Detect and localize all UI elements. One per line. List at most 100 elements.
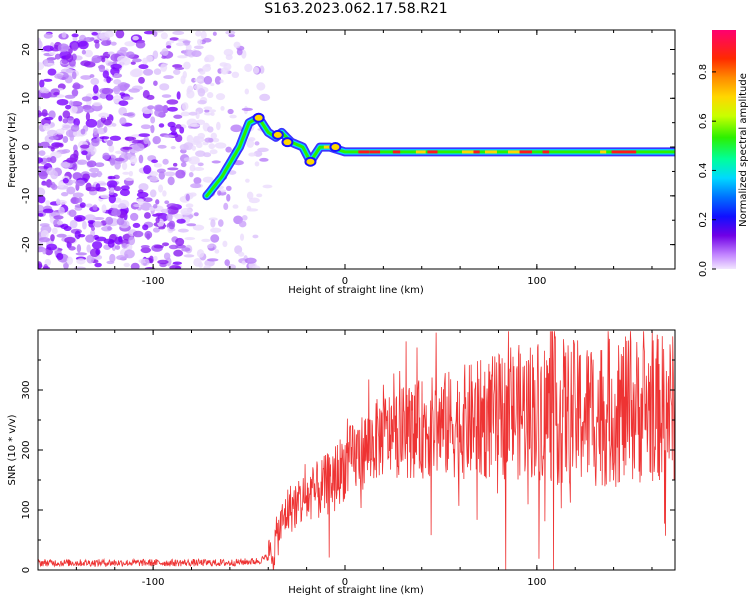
heatmap-noise-cell <box>60 161 71 168</box>
heatmap-noise-cell <box>71 89 79 97</box>
heatmap-noise-cell <box>99 31 110 41</box>
heatmap-noise-cell <box>254 141 260 146</box>
heatmap-noise-cell <box>38 170 48 180</box>
heatmap-noise-cell <box>162 158 169 165</box>
top-y-tick-label: -20 <box>21 236 32 252</box>
heatmap-noise-cell <box>125 51 135 59</box>
heatmap-noise-cell <box>187 85 194 93</box>
heatmap-noise-cell <box>132 58 142 63</box>
heatmap-noise-cell <box>117 82 130 91</box>
heatmap-noise-cell <box>230 124 243 133</box>
heatmap-noise-cell <box>153 163 162 168</box>
heatmap-noise-cell <box>202 176 214 183</box>
heatmap-noise-cell <box>108 194 117 204</box>
heatmap-noise-cell <box>208 109 217 113</box>
heatmap-noise-cell <box>154 30 164 33</box>
heatmap-noise-cell <box>43 59 49 67</box>
heatmap-noise-cell <box>56 252 64 261</box>
heatmap-noise-cell <box>75 179 86 186</box>
heatmap-ridge-peak <box>427 150 438 154</box>
heatmap-noise-cell <box>61 31 67 39</box>
heatmap-noise-cell <box>92 101 102 107</box>
heatmap-noise-cell <box>69 219 78 229</box>
bottom-x-axis-label: Height of straight line (km) <box>288 585 424 596</box>
heatmap-noise-cell <box>244 257 257 264</box>
heatmap-noise-cell <box>130 212 139 221</box>
heatmap-noise-cell <box>91 31 98 36</box>
heatmap-noise-cell <box>153 68 162 75</box>
heatmap-noise-cell <box>77 234 86 238</box>
heatmap-noise-cell <box>244 63 253 73</box>
heatmap-noise-cell <box>62 110 71 119</box>
heatmap-noise-cell <box>93 127 98 136</box>
bottom-x-tick-label: -100 <box>142 577 165 588</box>
heatmap-noise-cell <box>224 259 230 267</box>
heatmap-noise-cell <box>73 266 86 269</box>
heatmap-noise-cell <box>46 167 56 176</box>
heatmap-ridge-blob <box>281 137 294 148</box>
heatmap-noise-cell <box>169 265 182 269</box>
heatmap-noise-cell <box>92 84 99 94</box>
heatmap-noise-cell <box>197 162 204 167</box>
heatmap-noise-cell <box>50 234 55 242</box>
heatmap-noise-cell <box>193 177 202 185</box>
heatmap-ridge-peak <box>484 150 497 154</box>
heatmap-noise-cell <box>48 51 56 56</box>
heatmap-noise-cell <box>133 203 141 208</box>
top-y-tick-label: 0 <box>21 144 32 150</box>
heatmap-noise-cell <box>44 116 54 121</box>
heatmap-noise-cell <box>106 260 115 265</box>
heatmap-noise-cell <box>197 87 206 97</box>
snr-plot-area <box>38 331 675 570</box>
heatmap-noise-cell <box>248 152 257 157</box>
heatmap-noise-cell <box>45 200 51 206</box>
heatmap-noise-cell <box>193 136 205 144</box>
heatmap-noise-cell <box>94 236 107 242</box>
heatmap-noise-cell <box>86 244 91 253</box>
heatmap-noise-cell <box>186 223 197 227</box>
heatmap-noise-cell <box>58 180 65 188</box>
heatmap-noise-cell <box>90 150 96 156</box>
heatmap-noise-cell <box>84 214 96 221</box>
heatmap-noise-cell <box>38 212 44 217</box>
heatmap-ridge-peak <box>473 150 480 154</box>
heatmap-noise-cell <box>86 254 95 264</box>
heatmap-noise-cell <box>217 190 222 196</box>
top-y-tick-label: 10 <box>21 92 32 105</box>
heatmap-noise-cell <box>155 217 160 223</box>
heatmap-noise-cell <box>138 133 151 138</box>
heatmap-noise-cell <box>124 177 135 181</box>
heatmap-ridge-peak <box>507 150 521 154</box>
heatmap-noise-cell <box>53 91 60 96</box>
heatmap-noise-cell <box>71 42 79 52</box>
heatmap-noise-cell <box>146 94 155 101</box>
heatmap-ridge-blob <box>329 142 342 153</box>
heatmap-noise-cell <box>81 150 88 156</box>
heatmap-noise-cell <box>157 144 167 149</box>
heatmap-noise-cell <box>162 190 167 197</box>
heatmap-noise-cell <box>113 186 122 192</box>
heatmap-noise-cell <box>89 167 100 173</box>
heatmap-noise-cell <box>186 89 195 99</box>
heatmap-noise-cell <box>122 146 133 150</box>
heatmap-noise-cell <box>61 122 74 130</box>
heatmap-noise-cell <box>131 139 143 144</box>
heatmap-noise-cell <box>76 258 86 265</box>
heatmap-noise-cell <box>41 182 53 186</box>
heatmap-noise-cell <box>122 171 130 175</box>
heatmap-noise-cell <box>214 142 227 149</box>
heatmap-noise-cell <box>150 171 158 177</box>
heatmap-noise-cell <box>55 128 65 135</box>
heatmap-noise-cell <box>109 157 116 166</box>
heatmap-noise-cell <box>109 135 122 141</box>
heatmap-noise-cell <box>183 61 191 70</box>
heatmap-noise-cell <box>91 241 103 250</box>
heatmap-noise-cell <box>94 41 100 49</box>
heatmap-noise-cell <box>84 49 93 58</box>
heatmap-noise-cell <box>130 262 140 269</box>
heatmap-noise-cell <box>160 63 168 72</box>
heatmap-noise-cell <box>158 184 164 193</box>
heatmap-noise-cell <box>53 215 64 220</box>
heatmap-noise-cell <box>151 159 158 164</box>
heatmap-noise-cell <box>252 265 261 269</box>
